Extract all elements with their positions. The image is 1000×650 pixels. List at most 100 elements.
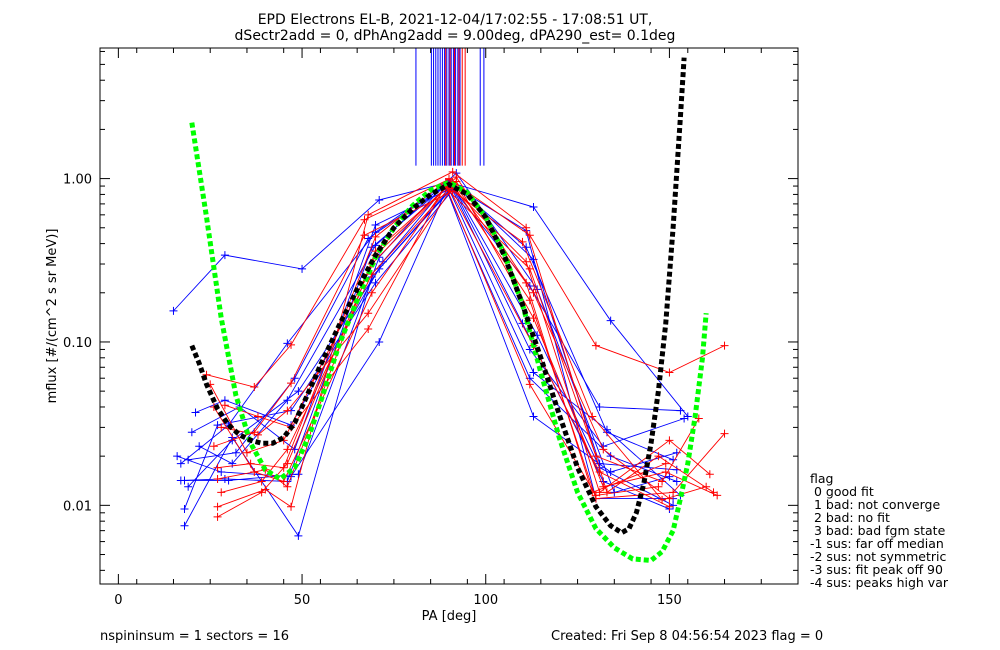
point-18-3	[360, 231, 369, 240]
series-line-0	[173, 181, 689, 417]
chart-title-line2: dSectr2add = 0, dPhAng2add = 9.00deg, dP…	[235, 28, 676, 44]
point-19-6	[595, 467, 604, 476]
series-line-22	[209, 176, 670, 499]
legend-entry-3: 3 bad: bad fgm state	[810, 523, 946, 538]
point-13-2	[287, 502, 296, 511]
point-18-7	[658, 495, 667, 504]
point-11-7	[669, 501, 678, 510]
series-line-20	[224, 184, 659, 496]
series-10	[191, 182, 681, 486]
legend-entry-2: 2 bad: no fit	[810, 510, 890, 525]
point-6-0	[180, 504, 189, 513]
x-tick-label-2: 100	[473, 593, 498, 608]
legend-title: flag	[810, 471, 833, 486]
point-10-0	[191, 408, 200, 417]
point-22-1	[242, 448, 251, 457]
point-17-0	[213, 463, 222, 472]
point-3-3	[375, 337, 384, 346]
point-9-5	[529, 368, 538, 377]
legend-entry-5: -2 sus: not symmetric	[810, 549, 946, 564]
point-15-5	[522, 257, 531, 266]
point-11-0	[184, 482, 193, 491]
series-7	[180, 175, 681, 485]
point-15-8	[705, 470, 714, 479]
plot-frame	[99, 47, 799, 585]
point-12-2	[287, 340, 296, 349]
x-tick-label-1: 50	[294, 593, 311, 608]
point-1-0	[176, 459, 185, 468]
series-line-14	[213, 186, 700, 483]
point-16-2	[283, 406, 292, 415]
point-17-1	[246, 459, 255, 468]
series-line-3	[176, 182, 681, 478]
series-16	[217, 177, 722, 500]
point-20-1	[253, 412, 262, 421]
point-18-0	[209, 442, 218, 451]
series-line-21	[217, 181, 666, 493]
point-13-4	[448, 167, 457, 176]
point-18-2	[287, 379, 296, 388]
point-16-3	[364, 309, 373, 318]
y-tick-label-0: 0.01	[63, 499, 92, 514]
series-line-19	[221, 187, 670, 508]
point-20-7	[654, 482, 663, 491]
point-22-7	[665, 494, 674, 503]
legend-entry-1: 1 bad: not converge	[810, 497, 940, 512]
x-tick-label-0: 0	[114, 593, 122, 608]
point-12-5	[525, 231, 534, 240]
point-22-5	[529, 288, 538, 297]
point-17-3	[371, 232, 380, 241]
flag-legend: flag 0 good fit 1 bad: not converge 2 ba…	[810, 471, 949, 590]
point-16-8	[713, 491, 722, 500]
point-16-0	[217, 423, 226, 432]
point-22-4	[452, 173, 461, 182]
point-18-5	[518, 237, 527, 246]
point-14-6	[591, 452, 600, 461]
point-15-1	[257, 488, 266, 497]
chart-title-line1: EPD Electrons EL-B, 2021-12-04/17:02:55 …	[258, 12, 653, 28]
series-line-10	[195, 186, 677, 482]
series-22	[206, 173, 674, 503]
point-8-2	[283, 396, 292, 405]
point-8-0	[195, 442, 204, 451]
vertical-line-group	[415, 48, 485, 166]
point-0-6	[606, 316, 615, 325]
point-19-7	[665, 502, 674, 511]
point-13-5	[522, 223, 531, 232]
point-17-2	[279, 463, 288, 472]
point-3-6	[595, 402, 604, 411]
point-14-3	[367, 288, 376, 297]
point-2-0	[180, 521, 189, 530]
point-11-2	[294, 387, 303, 396]
legend-entry-6: -3 sus: fit peak off 90	[810, 562, 943, 577]
point-16-7	[661, 467, 670, 476]
point-12-6	[591, 341, 600, 350]
series-9	[187, 185, 685, 500]
series-line-12	[206, 178, 725, 388]
series-0	[169, 178, 692, 421]
point-4-1	[220, 474, 229, 483]
point-9-6	[602, 425, 611, 434]
axis-ticks: 0 50 100 150 0.01 0.10 1.00	[63, 48, 798, 608]
point-0-5	[529, 203, 538, 212]
point-5-1	[231, 448, 240, 457]
fit-curve-black_fit	[189, 57, 687, 536]
point-13-6	[602, 488, 611, 497]
point-21-2	[283, 482, 292, 491]
fit-curve-green_fit	[189, 122, 709, 564]
series-line-16	[221, 180, 718, 496]
footer-left: nspininsum = 1 sectors = 16	[100, 629, 289, 644]
point-0-3	[375, 195, 384, 204]
legend-entry-0: 0 good fit	[810, 484, 874, 499]
series-group	[169, 167, 729, 540]
point-10-7	[672, 477, 681, 486]
point-6-3	[371, 278, 380, 287]
point-20-5	[525, 380, 534, 389]
series-21	[213, 178, 670, 497]
point-13-0	[213, 502, 222, 511]
point-14-5	[525, 264, 534, 273]
point-21-7	[661, 459, 670, 468]
point-3-0	[173, 452, 182, 461]
point-6-7	[680, 414, 689, 423]
